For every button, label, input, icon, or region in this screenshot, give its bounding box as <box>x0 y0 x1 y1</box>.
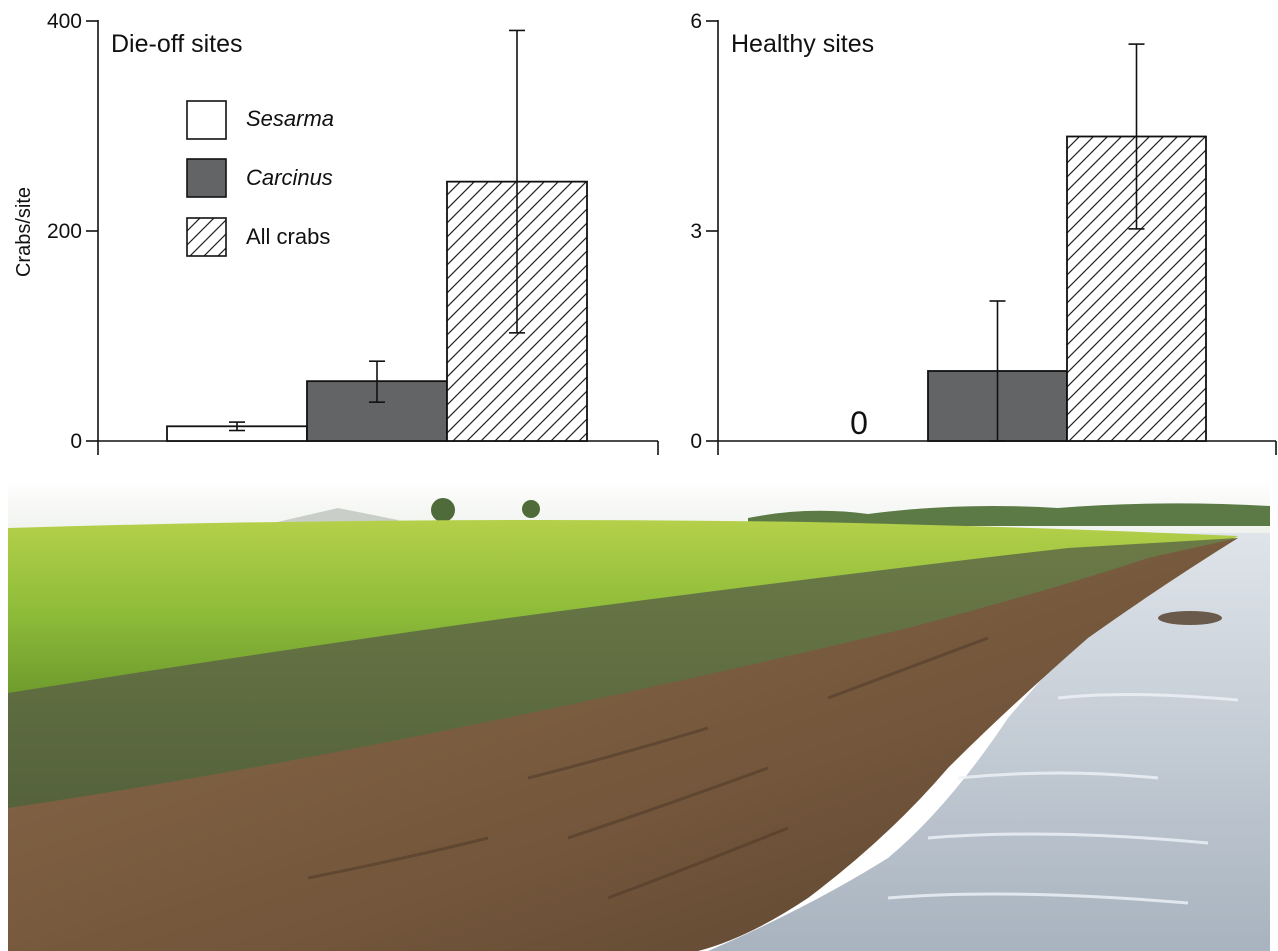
legend-swatch-sesarma <box>186 100 227 140</box>
legend-label-all-crabs: All crabs <box>246 224 330 249</box>
healthy-panel: Healthy sites 0 3 6 0 <box>690 10 1277 455</box>
die-off-title: Die-off sites <box>111 30 243 58</box>
healthy-y-tick-label: 3 <box>690 220 702 243</box>
legend-swatch-carcinus <box>186 158 227 198</box>
y-axis-label: Crabs/site <box>13 187 35 277</box>
mud-texture <box>307 636 989 900</box>
healthy-y-tick-label: 6 <box>690 10 702 33</box>
healthy-bars <box>927 135 1207 442</box>
salt-marsh-erosion-photo <box>8 478 1270 951</box>
healthy-y-tick-label: 0 <box>690 430 702 453</box>
charts-area: Die-off sites Crabs/site 0 200 400 Sesarma… <box>13 10 1277 455</box>
healthy-error-bars <box>989 43 1145 442</box>
legend-label-sesarma: Sesarma <box>246 106 334 131</box>
sesarma-zero-label: 0 <box>850 405 868 441</box>
mud-clump <box>1158 611 1222 625</box>
die-off-error-bars <box>229 29 525 432</box>
healthy-title: Healthy sites <box>731 30 874 58</box>
die-off-y-ticks: 0 200 400 <box>47 10 98 453</box>
die-off-y-tick-label: 400 <box>47 10 82 33</box>
legend: Sesarma Carcinus All crabs <box>186 100 334 257</box>
die-off-panel: Die-off sites Crabs/site 0 200 400 Sesarma… <box>13 10 659 455</box>
die-off-y-tick-label: 0 <box>70 430 82 453</box>
die-off-y-tick-label: 200 <box>47 220 82 243</box>
legend-label-carcinus: Carcinus <box>246 165 333 190</box>
water-ripples <box>887 692 1239 905</box>
water <box>708 533 1270 951</box>
legend-swatch-all-crabs <box>186 217 227 257</box>
mud-bank <box>8 538 1238 951</box>
healthy-y-ticks: 0 3 6 <box>690 10 718 453</box>
